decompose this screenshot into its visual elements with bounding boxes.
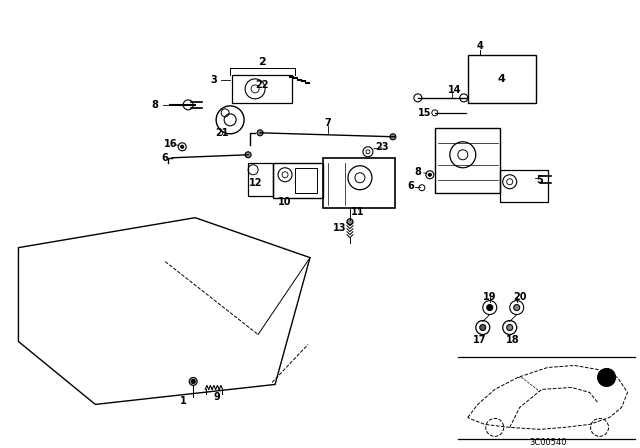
Text: 17: 17 [473, 335, 486, 345]
Text: 3: 3 [211, 75, 218, 85]
Bar [435, 128, 500, 193]
Circle shape [191, 379, 195, 383]
Circle shape [428, 173, 431, 176]
Bar [248, 163, 273, 196]
Text: 9: 9 [213, 392, 220, 402]
Bar [232, 75, 292, 103]
Circle shape [347, 219, 353, 225]
Text: 22: 22 [255, 80, 269, 90]
Text: 4: 4 [498, 74, 506, 84]
Circle shape [480, 324, 486, 331]
Circle shape [257, 130, 263, 136]
Text: 15: 15 [418, 108, 431, 118]
Bar [500, 170, 548, 202]
Bar [468, 55, 536, 103]
Text: 6: 6 [408, 181, 414, 191]
Text: 8: 8 [152, 100, 159, 110]
Circle shape [507, 324, 513, 331]
Text: 21: 21 [216, 128, 229, 138]
Bar [295, 168, 317, 193]
Bar [273, 163, 323, 198]
Text: 20: 20 [513, 292, 527, 302]
Text: 2: 2 [258, 57, 266, 67]
Circle shape [390, 134, 396, 140]
Text: 11: 11 [351, 207, 365, 217]
Text: 12: 12 [250, 178, 263, 188]
Text: 3C00540: 3C00540 [529, 438, 566, 447]
Text: 13: 13 [333, 223, 347, 233]
Text: 6: 6 [162, 153, 168, 163]
Circle shape [598, 368, 616, 387]
Circle shape [245, 152, 251, 158]
Text: 5: 5 [536, 175, 543, 185]
Text: 8: 8 [415, 167, 421, 177]
Text: 16: 16 [163, 139, 177, 149]
Text: 4: 4 [476, 41, 483, 51]
Polygon shape [19, 218, 310, 405]
Circle shape [514, 305, 520, 310]
Text: 10: 10 [278, 197, 292, 207]
Text: 18: 18 [506, 335, 520, 345]
Circle shape [189, 378, 197, 385]
Text: 1: 1 [180, 396, 187, 406]
Text: 19: 19 [483, 292, 497, 302]
Text: 23: 23 [375, 142, 388, 152]
Text: 14: 14 [448, 85, 461, 95]
Circle shape [487, 305, 493, 310]
Circle shape [180, 145, 184, 148]
Bar [323, 158, 395, 208]
Text: 7: 7 [324, 118, 332, 128]
